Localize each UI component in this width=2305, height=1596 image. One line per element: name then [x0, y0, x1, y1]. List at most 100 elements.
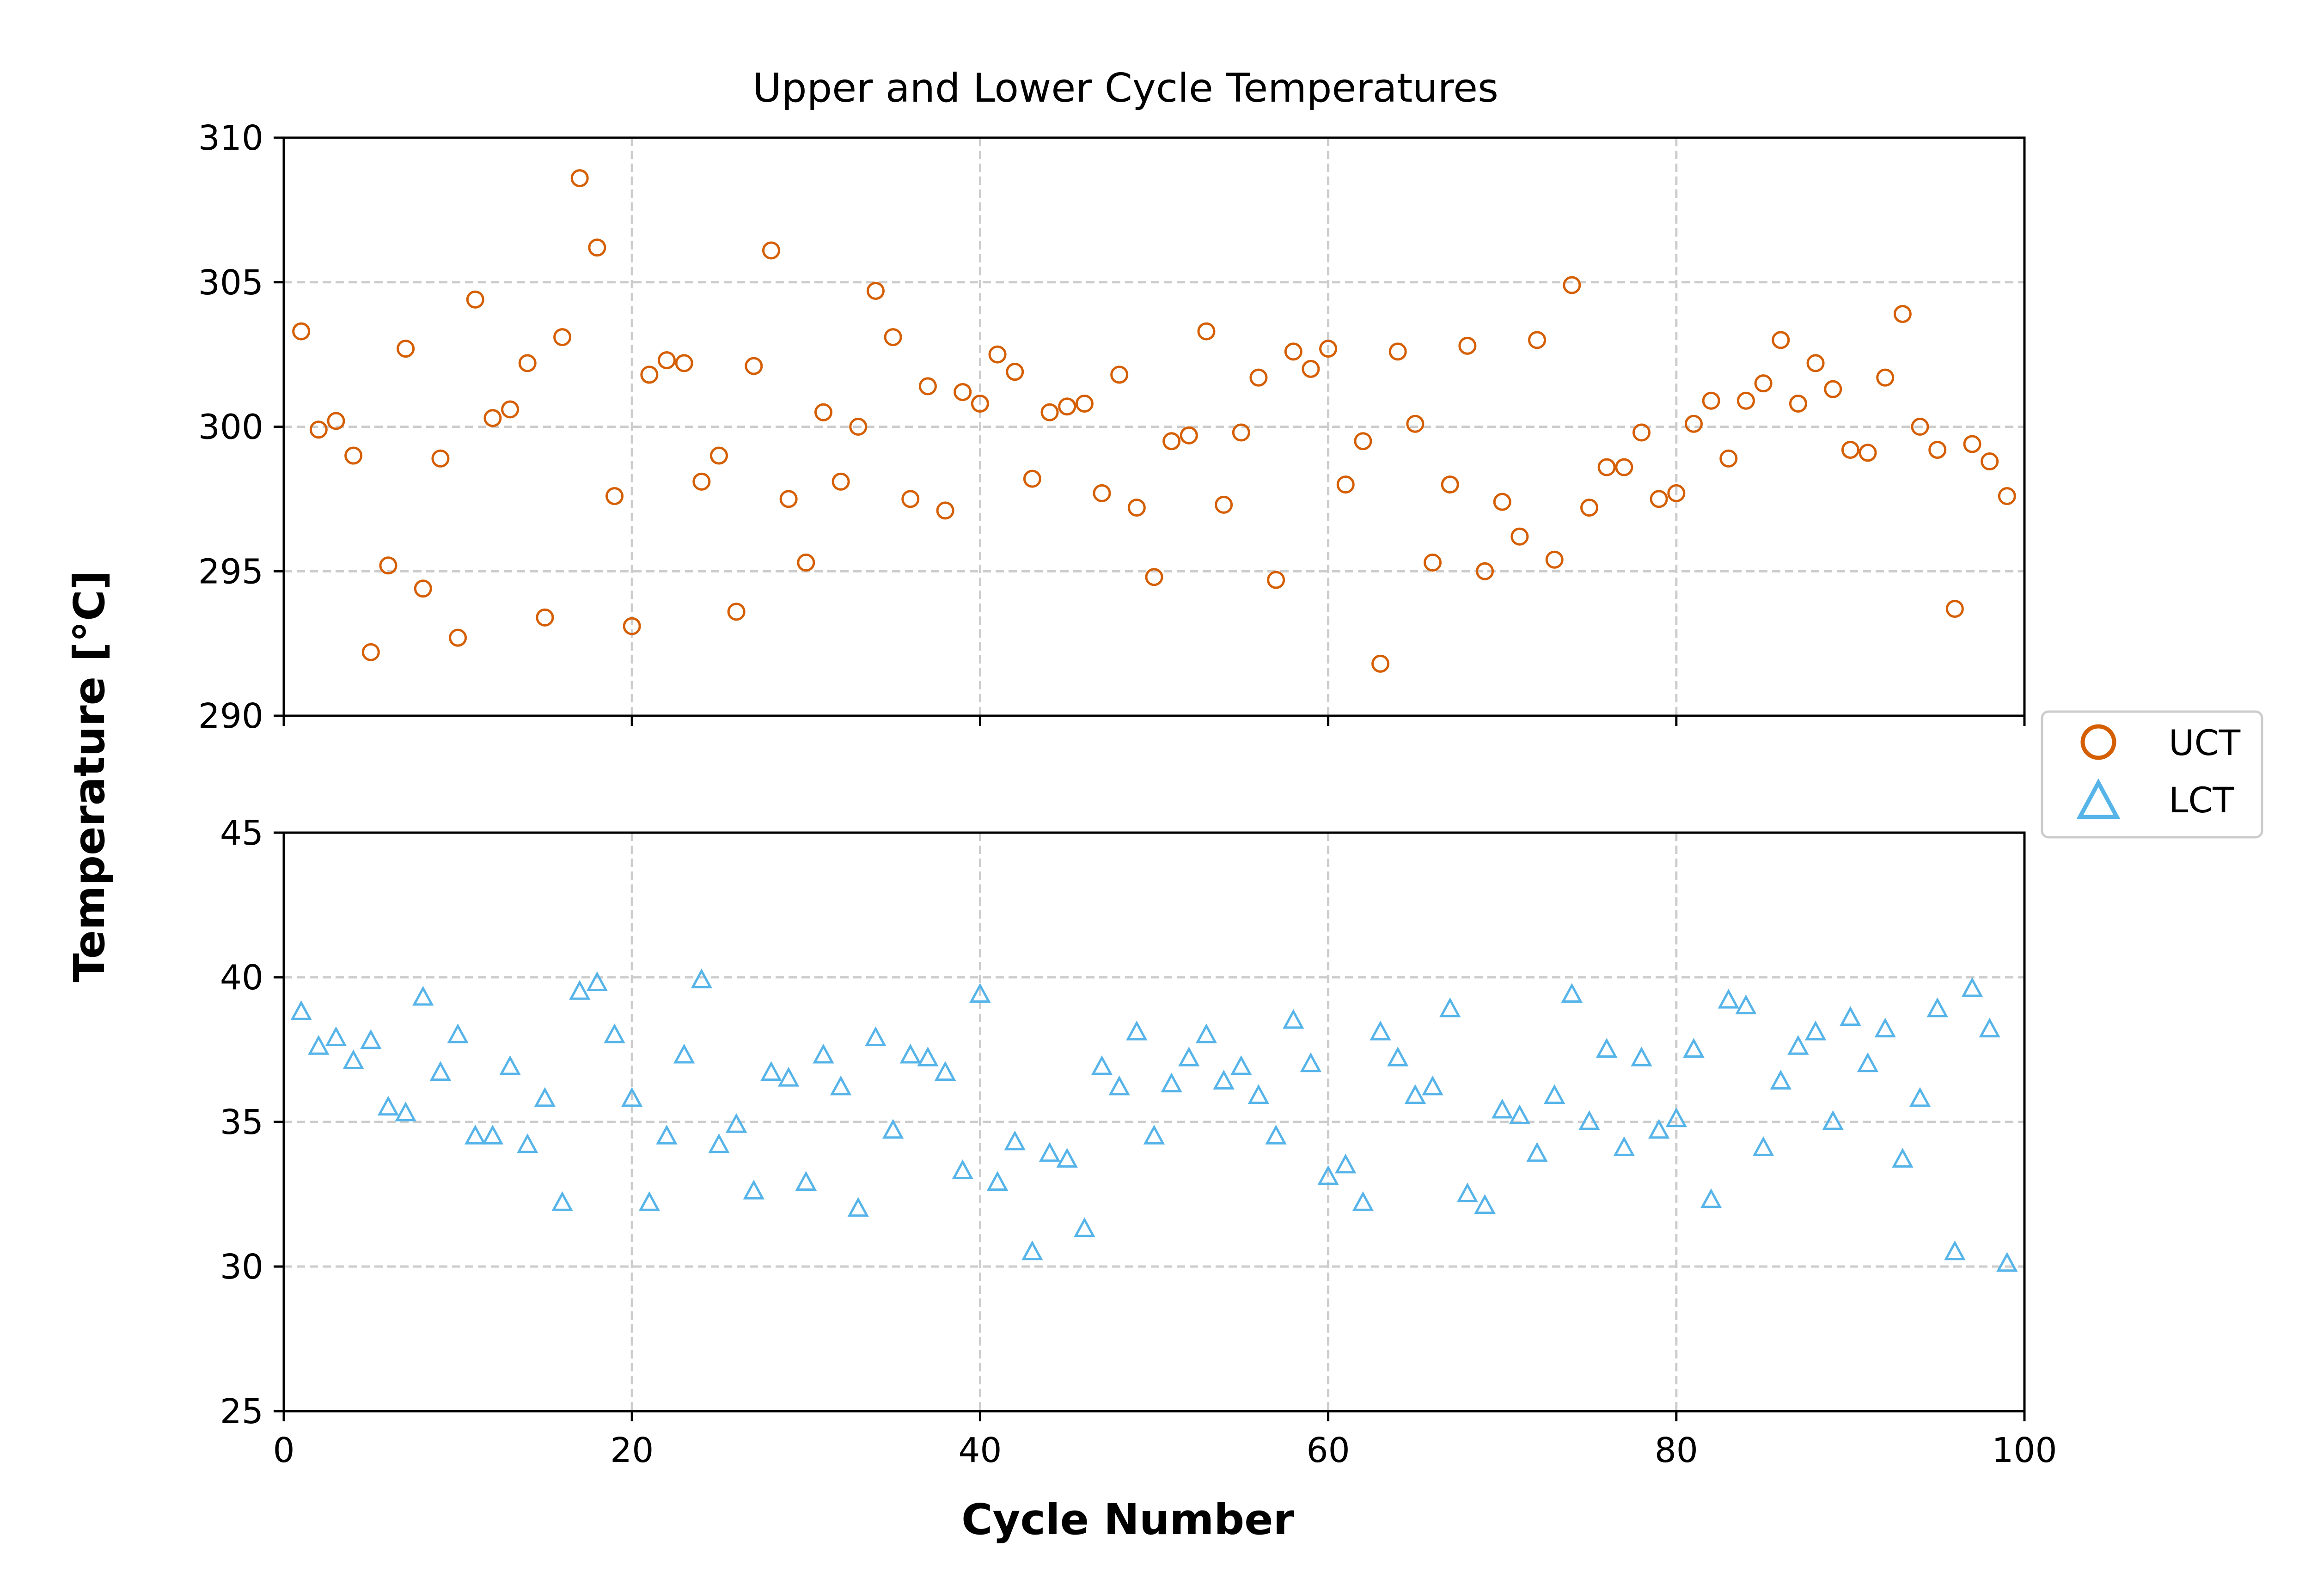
chart-title: Upper and Lower Cycle Temperatures: [752, 65, 1498, 111]
uct-point: [536, 608, 554, 627]
uct-point: [1545, 550, 1564, 569]
uct-point: [1859, 444, 1877, 462]
uct-point: [849, 418, 868, 436]
uct-point: [1615, 458, 1633, 476]
uct-point: [1371, 654, 1390, 673]
lct-points: [290, 969, 2018, 1272]
lct-point: [1909, 1087, 1931, 1107]
uct-point: [1981, 452, 1999, 471]
lct-point: [638, 1191, 660, 1211]
lct-point: [1404, 1084, 1426, 1104]
upper-y-tick-label: 295: [198, 552, 263, 591]
uct-point: [1302, 359, 1320, 378]
uct-point: [1458, 336, 1477, 355]
lct-point: [1979, 1017, 2000, 1038]
lct-point: [325, 1026, 347, 1046]
uct-point: [936, 501, 954, 520]
uct-point: [623, 617, 641, 635]
x-tick-label: 80: [1655, 1431, 1698, 1470]
lct-point: [1091, 1055, 1113, 1075]
uct-point: [1510, 527, 1529, 546]
x-tick-label: 40: [958, 1431, 1002, 1470]
lct-point: [952, 1159, 973, 1179]
uct-point: [1023, 469, 1041, 488]
uct-point: [1284, 342, 1302, 361]
lct-point: [1596, 1038, 1618, 1058]
lower-y-tick-label: 30: [220, 1247, 263, 1287]
uct-point: [292, 322, 311, 341]
uct-point: [1267, 571, 1285, 589]
uct-point: [988, 345, 1007, 364]
upper-y-tick-label: 300: [198, 408, 263, 447]
uct-point: [1632, 423, 1651, 442]
lct-point: [899, 1043, 921, 1064]
uct-point: [466, 290, 484, 309]
uct-point: [1058, 397, 1076, 416]
lct-point: [1004, 1130, 1026, 1151]
uct-point: [832, 472, 850, 491]
lct-point: [830, 1075, 852, 1096]
upper-y-tick-label: 310: [198, 118, 263, 158]
uct-point: [779, 490, 798, 508]
legend-uct-label: UCT: [2169, 722, 2241, 763]
lct-point: [586, 971, 608, 992]
uct-point: [1476, 562, 1494, 580]
lct-point: [395, 1101, 416, 1121]
uct-point: [866, 282, 885, 300]
uct-point: [1493, 493, 1511, 511]
uct-point: [1040, 403, 1059, 421]
uct-point: [344, 446, 363, 465]
uct-point: [1719, 449, 1738, 468]
lct-point: [813, 1043, 834, 1064]
uct-point: [954, 383, 972, 401]
lct-point: [1126, 1020, 1148, 1041]
uct-point: [1197, 322, 1216, 341]
uct-point: [1110, 365, 1129, 384]
uct-point: [379, 556, 397, 575]
uct-point: [1736, 391, 1755, 410]
lct-point: [534, 1087, 556, 1107]
uct-point: [1075, 394, 1094, 413]
uct-point: [971, 394, 989, 413]
x-tick-label: 0: [273, 1431, 294, 1470]
lct-point: [1056, 1148, 1078, 1168]
uct-point: [1354, 432, 1372, 451]
lct-point: [1213, 1070, 1235, 1090]
uct-point: [518, 354, 537, 372]
lct-point: [1578, 1110, 1600, 1130]
lct-point: [342, 1049, 364, 1070]
lct-point: [569, 980, 591, 1000]
lct-point: [1752, 1136, 1774, 1156]
lct-point: [1683, 1038, 1705, 1058]
lct-point: [1944, 1240, 1966, 1261]
lct-point: [1700, 1188, 1722, 1208]
lct-point: [1283, 1009, 1304, 1029]
uct-point: [727, 603, 746, 621]
lct-point: [865, 1026, 887, 1046]
lct-point: [1804, 1020, 1827, 1041]
lct-point: [517, 1133, 538, 1153]
lct-point: [1840, 1006, 1861, 1026]
uct-point: [1406, 414, 1425, 433]
lct-point: [1892, 1148, 1914, 1168]
legend-uct-marker: [2080, 724, 2116, 760]
lct-point: [1230, 1055, 1252, 1075]
uct-point: [1597, 458, 1616, 476]
uct-point: [1911, 418, 1929, 436]
lct-point: [743, 1179, 765, 1200]
uct-point: [1424, 553, 1442, 572]
lct-point: [551, 1191, 573, 1211]
lct-point: [1631, 1047, 1652, 1066]
lct-point: [1352, 1191, 1374, 1211]
x-tick-label: 20: [610, 1431, 654, 1470]
uct-point: [397, 340, 415, 358]
lct-point: [1857, 1052, 1879, 1072]
uct-point: [1388, 342, 1407, 361]
lct-point: [1300, 1052, 1322, 1072]
uct-point: [1336, 475, 1355, 494]
lct-point: [882, 1119, 904, 1139]
uct-point: [797, 553, 815, 572]
uct-point: [1232, 423, 1250, 442]
upper-y-tick-label: 305: [198, 263, 263, 303]
lct-point: [1474, 1194, 1496, 1214]
